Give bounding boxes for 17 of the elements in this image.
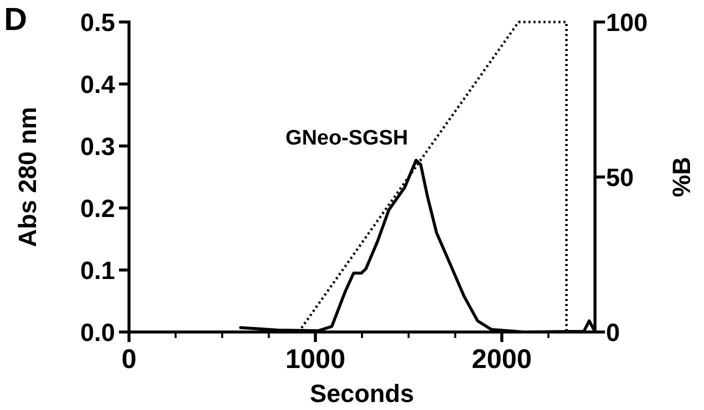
x-tick-label: 2000 [472,344,532,374]
x-axis-title: Seconds [310,380,414,408]
y-tick-label: 0.2 [80,195,115,223]
y-tick-label: 0.1 [80,257,116,285]
y2-axis-title: %B [668,156,696,198]
y-tick-label: 0.5 [80,9,116,37]
y2-tick-label: 0 [606,319,620,347]
y2-tick-label: 100 [606,9,648,37]
y-tick-label: 0.0 [80,319,115,347]
y-axis-title: Abs 280 nm [14,106,42,248]
annotation: GNeo-SGSH [286,126,408,150]
x-tick-label: 1000 [285,344,346,374]
text: D [4,1,28,37]
x-tick-label: 0 [121,344,137,374]
y-tick-label: 0.3 [80,133,115,161]
y2-tick-label: 50 [606,164,634,192]
y-tick-label: 0.4 [80,71,116,99]
